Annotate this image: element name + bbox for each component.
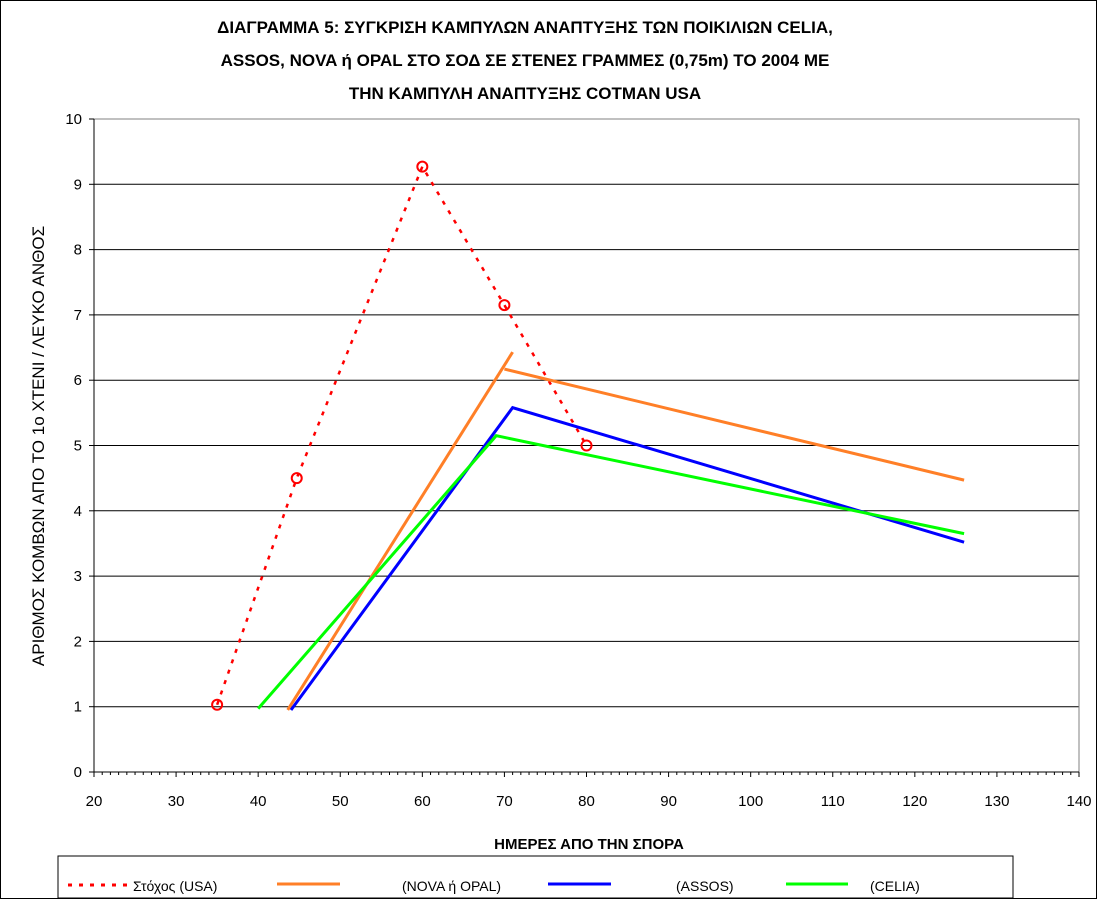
y-tick-label: 7 bbox=[74, 307, 82, 324]
x-tick-label: 40 bbox=[250, 793, 267, 810]
y-tick-label: 8 bbox=[74, 242, 82, 259]
y-tick-label: 10 bbox=[65, 111, 82, 128]
legend: Στόχος (USA) (NOVA ή OPAL) (ASSOS) (CELIA) bbox=[57, 855, 1014, 899]
x-tick-label: 120 bbox=[902, 793, 927, 810]
y-tick-label: 6 bbox=[74, 372, 82, 389]
legend-label-nova-opal: (NOVA ή OPAL) bbox=[402, 878, 501, 894]
x-tick-label: 70 bbox=[496, 793, 513, 810]
chart-title-line: ΔΙΑΓΡΑΜΜΑ 5: ΣΥΓΚΡΙΣΗ ΚΑΜΠΥΛΩΝ ΑΝΑΠΤΥΞΗΣ… bbox=[217, 18, 833, 37]
y-tick-label: 2 bbox=[74, 633, 82, 650]
x-tick-label: 100 bbox=[738, 793, 763, 810]
axes: 0 1 2 3 4 5 6 7 8 9 10 20 30 40 50 60 70 80 90 100 110 120 130… bbox=[29, 111, 1092, 853]
x-tick-label: 110 bbox=[821, 793, 845, 810]
series-line-nova-opal-segment bbox=[286, 351, 514, 711]
x-tick-label: 80 bbox=[578, 793, 595, 810]
data-point-target-usa bbox=[416, 160, 429, 173]
x-tick-label: 90 bbox=[660, 793, 677, 810]
data-point-target-usa bbox=[290, 472, 303, 485]
legend-label-celia: (CELIA) bbox=[870, 878, 920, 894]
series-line-assos bbox=[289, 405, 965, 711]
data-point-target-usa bbox=[498, 299, 511, 312]
series-lines bbox=[211, 160, 965, 711]
legend-label-target-usa: Στόχος (USA) bbox=[133, 878, 217, 894]
x-axis-title: ΗΜΕΡΕΣ ΑΠΟ ΤΗΝ ΣΠΟΡΑ bbox=[494, 836, 684, 853]
data-point-target-usa bbox=[580, 439, 593, 452]
x-tick-label: 50 bbox=[332, 793, 349, 810]
chart-title-line: ASSOS, NOVA ή OPAL ΣΤΟ ΣΟΔ ΣΕ ΣΤΕΝΕΣ ΓΡΑ… bbox=[221, 51, 830, 70]
y-tick-label: 4 bbox=[74, 503, 82, 520]
y-tick-label: 3 bbox=[74, 568, 82, 585]
chart-title: ΔΙΑΓΡΑΜΜΑ 5: ΣΥΓΚΡΙΣΗ ΚΑΜΠΥΛΩΝ ΑΝΑΠΤΥΞΗΣ… bbox=[217, 18, 833, 103]
series-line-target-usa bbox=[215, 163, 588, 706]
x-tick-label: 130 bbox=[984, 793, 1009, 810]
x-tick-label: 30 bbox=[168, 793, 185, 810]
y-tick-label: 1 bbox=[74, 699, 82, 716]
series-line-celia bbox=[257, 434, 965, 710]
y-tick-label: 0 bbox=[74, 764, 82, 781]
chart-title-line: ΤΗΝ ΚΑΜΠΥΛΗ ΑΝΑΠΤΥΞΗΣ COTMAN USA bbox=[349, 84, 701, 103]
grid-lines bbox=[94, 118, 1079, 708]
y-axis-title: ΑΡΙΘΜΟΣ ΚΟΜΒΩΝ ΑΠΟ ΤΟ 1ο ΧΤΕΝΙ / ΛΕΥΚΟ Α… bbox=[29, 226, 48, 666]
series-line-nova-opal-segment bbox=[504, 367, 965, 482]
y-tick-label: 5 bbox=[74, 438, 82, 455]
legend-label-assos: (ASSOS) bbox=[676, 878, 734, 894]
x-tick-label: 20 bbox=[86, 793, 103, 810]
legend-box bbox=[57, 855, 1014, 899]
x-tick-label: 60 bbox=[414, 793, 431, 810]
data-point-target-usa bbox=[211, 698, 224, 711]
y-tick-label: 9 bbox=[74, 176, 82, 193]
x-tick-label: 140 bbox=[1066, 793, 1091, 810]
